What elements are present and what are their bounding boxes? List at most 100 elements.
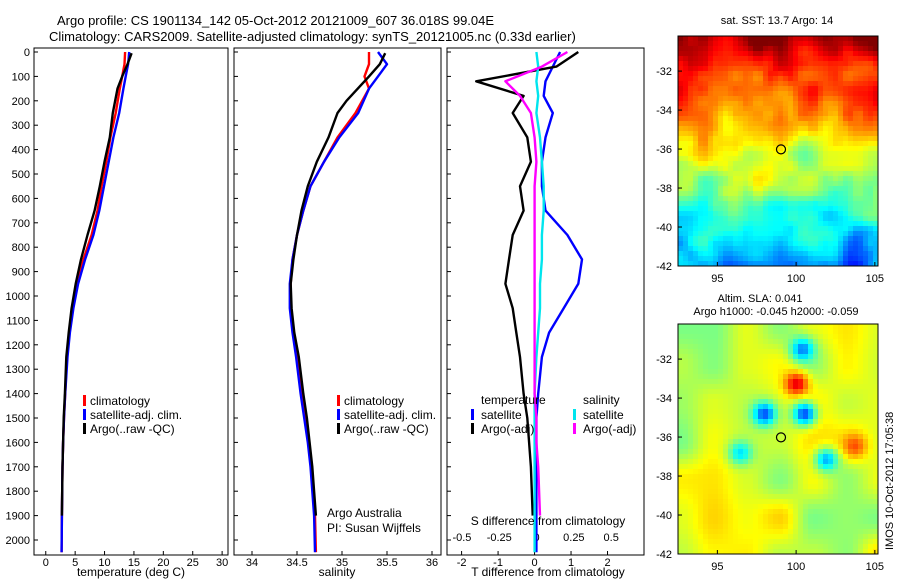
sst-map	[678, 36, 879, 267]
legend-swatch	[471, 409, 474, 420]
series-line-satellite-adj-clim-	[288, 51, 389, 553]
argo-position-marker	[775, 144, 787, 155]
legend-swatch	[83, 423, 86, 434]
series-line-climatology	[289, 52, 371, 553]
legend-label: Argo(..raw -QC)	[344, 422, 429, 436]
legend-swatch	[337, 409, 340, 420]
series-line-salinity-satellite	[533, 51, 545, 553]
x-tick-label: 25	[187, 557, 199, 569]
x-tick-label: 34.5	[286, 557, 307, 569]
depth-tick-label: 1300	[6, 364, 30, 376]
depth-tick-label: 500	[12, 169, 30, 181]
map-y-tick-label: -34	[656, 393, 672, 405]
legend-label: satellite	[481, 408, 522, 422]
x-tick-label: 15	[128, 557, 140, 569]
x-tick-label: 20	[157, 557, 169, 569]
salinity-xlabel: salinity	[319, 565, 356, 579]
sla-map-frame	[677, 323, 879, 555]
legend-label: satellite-adj. clim.	[344, 408, 436, 422]
sst-map-frame	[677, 35, 879, 267]
legend-label: satellite-adj. clim.	[90, 408, 182, 422]
x-tick-label: -1	[493, 557, 503, 569]
legend-swatch	[337, 395, 340, 406]
depth-tick-label: 1900	[6, 511, 30, 523]
x-tick-label: 5	[72, 557, 78, 569]
s-tick-label: 0.25	[563, 532, 584, 544]
sla-map-title-1: Altim. SLA: 0.041	[718, 293, 803, 305]
legend-swatch	[83, 395, 86, 406]
t-difference-label: T difference from climatology	[471, 565, 625, 579]
temperature-xlabel: temperature (deg C)	[77, 565, 185, 579]
map-y-tick-label: -40	[656, 510, 672, 522]
depth-tick-label: 1000	[6, 291, 30, 303]
sla-map-title-2: Argo h1000: -0.045 h2000: -0.059	[693, 306, 858, 318]
map-y-tick-label: -38	[656, 183, 672, 195]
depth-tick-label: 300	[12, 120, 30, 132]
map-x-tick-label: 95	[711, 273, 723, 285]
x-tick-label: 35.5	[376, 557, 397, 569]
x-tick-label: 30	[216, 557, 228, 569]
legend-swatch	[337, 423, 340, 434]
argo-position-marker	[775, 432, 787, 443]
legend-label: satellite	[583, 408, 624, 422]
legend-title-temperature: temperature	[481, 393, 546, 407]
series-line-temperature-argo	[475, 51, 579, 516]
depth-tick-label: 1200	[6, 340, 30, 352]
salinity-plot-frame	[233, 47, 442, 556]
map-x-tick-label: 105	[866, 561, 884, 573]
series-line-salinity-argo	[504, 50, 568, 516]
pi-label: PI: Susan Wijffels	[327, 521, 421, 535]
legend-swatch	[83, 409, 86, 420]
depth-tick-label: 600	[12, 193, 30, 205]
x-tick-label: 10	[98, 557, 110, 569]
map-y-tick-label: -34	[656, 105, 672, 117]
depth-tick-label: 700	[12, 218, 30, 230]
map-y-tick-label: -42	[656, 549, 672, 561]
depth-tick-label: 1600	[6, 437, 30, 449]
depth-tick-label: 2000	[6, 535, 30, 547]
series-line-temperature-satellite	[535, 51, 584, 553]
difference-plot-frame	[446, 47, 645, 556]
depth-tick-label: 400	[12, 145, 30, 157]
s-tick-label: -0.5	[452, 532, 471, 544]
sla-map	[678, 324, 879, 555]
legend-label: Argo(-adj)	[583, 422, 636, 436]
legend-swatch	[573, 423, 576, 434]
legend-label: climatology	[344, 394, 404, 408]
x-tick-label: -2	[457, 557, 467, 569]
sst-map-title: sat. SST: 13.7 Argo: 14	[721, 15, 834, 27]
series-line-argo-raw-qc-	[60, 52, 133, 516]
map-y-tick-label: -32	[656, 354, 672, 366]
depth-tick-label: 800	[12, 242, 30, 254]
argo-australia-label: Argo Australia	[327, 506, 402, 520]
depth-tick-label: 200	[12, 96, 30, 108]
header-line-1: Argo profile: CS 1901134_142 05-Oct-2012…	[57, 13, 495, 28]
map-y-tick-label: -36	[656, 432, 672, 444]
x-tick-label: 1	[568, 557, 574, 569]
imos-watermark: IMOS 10-Oct-2012 17:05:38	[884, 412, 896, 550]
depth-tick-label: 1700	[6, 462, 30, 474]
x-tick-label: 0	[531, 557, 537, 569]
map-x-tick-label: 100	[787, 273, 805, 285]
map-x-tick-label: 100	[787, 561, 805, 573]
x-tick-label: 35	[336, 557, 348, 569]
header-line-2: Climatology: CARS2009. Satellite-adjuste…	[49, 29, 576, 44]
temperature-plot-frame	[33, 47, 229, 556]
legend-swatch	[573, 409, 576, 420]
series-line-argo-raw-qc-	[289, 52, 387, 516]
map-x-tick-label: 105	[866, 273, 884, 285]
depth-tick-label: 1800	[6, 486, 30, 498]
s-tick-label: 0.5	[604, 532, 619, 544]
x-tick-label: 36	[426, 557, 438, 569]
legend-label: Argo(..raw -QC)	[90, 422, 175, 436]
x-tick-label: 2	[604, 557, 610, 569]
legend-label: Argo(-adj)	[481, 422, 534, 436]
depth-tick-label: 100	[12, 71, 30, 83]
x-tick-label: 34	[246, 557, 258, 569]
legend-swatch	[471, 423, 474, 434]
depth-tick-label: 1500	[6, 413, 30, 425]
s-difference-label: S difference from climatology	[471, 514, 626, 528]
map-y-tick-label: -42	[656, 261, 672, 273]
depth-tick-label: 0	[24, 47, 30, 59]
